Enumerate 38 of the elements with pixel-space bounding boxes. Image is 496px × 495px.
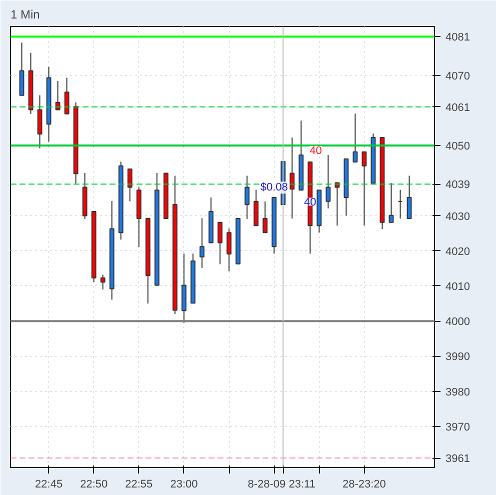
candlestick: [406, 175, 412, 220]
candlestick: [64, 77, 70, 114]
chart-title: 1 Min: [10, 8, 40, 22]
y-tick-label: 4030: [446, 210, 470, 223]
x-tick-label: 23:00: [170, 478, 198, 490]
candlestick: [334, 182, 340, 226]
ref-line-label: 4000: [446, 316, 470, 328]
x-tick-label: 28-23:20: [342, 478, 386, 490]
x-tick-label: 22:50: [80, 478, 108, 490]
x-tick-label: 22:45: [35, 478, 63, 490]
candlestick: [218, 222, 222, 265]
candlestick: [200, 218, 204, 269]
y-tick-label: 3970: [446, 421, 470, 434]
candlestick: [388, 182, 394, 223]
candlestick: [226, 228, 232, 272]
ref-line-label: 4061: [446, 102, 470, 114]
annotation: 40: [310, 144, 322, 157]
ref-line-label: 3961: [446, 453, 470, 466]
ref-line-label: 8-28-09 23:11: [248, 478, 316, 490]
ref-line-label: 4039: [446, 179, 470, 192]
ref-line-label: 4081: [446, 32, 470, 44]
candlestick: [362, 151, 367, 226]
y-tick-label: 3980: [446, 386, 470, 398]
candlestick: [127, 168, 132, 202]
x-tick-label: 22:55: [125, 478, 153, 490]
candlestick: [326, 154, 331, 209]
candlestick: [262, 200, 268, 234]
y-tick-label: 3990: [446, 351, 470, 364]
candlestick: [290, 136, 295, 220]
y-tick-label: 4070: [446, 70, 470, 82]
ref-line-label: 4050: [446, 140, 470, 153]
annotation: $0.08: [260, 182, 288, 194]
candlestick: [100, 274, 106, 290]
candlestick: [244, 175, 250, 220]
annotation: 40: [304, 196, 316, 209]
y-tick-label: 4020: [446, 246, 470, 258]
y-tick-label: 4010: [446, 280, 470, 293]
candlestick: [352, 113, 358, 163]
